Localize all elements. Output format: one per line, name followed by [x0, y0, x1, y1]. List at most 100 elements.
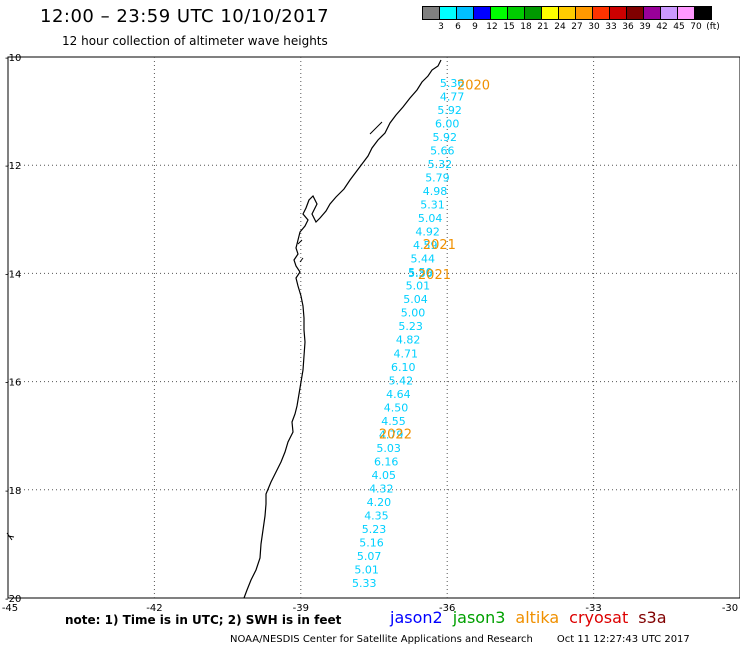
wave-height-labels: 5.364.775.926.005.925.665.325.794.985.31…: [352, 77, 464, 590]
color-swatch: [660, 6, 678, 20]
color-scale-label: 12: [486, 22, 498, 32]
wave-height-value: 4.35: [364, 510, 389, 523]
wave-height-value: 5.33: [352, 577, 377, 590]
wave-height-value: 5.03: [376, 442, 401, 455]
color-swatch: [575, 6, 593, 20]
wave-height-value: 5.42: [389, 374, 414, 387]
color-scale-label: 6: [455, 22, 461, 32]
color-swatch: [507, 6, 525, 20]
wave-height-value: 5.44: [411, 253, 436, 266]
color-scale-label: 15: [503, 22, 515, 32]
color-scale-label: 36: [622, 22, 634, 32]
wave-height-value: 6.10: [391, 361, 416, 374]
color-swatch: [422, 6, 440, 20]
satellite-legend: jason2 jason3 altika cryosat s3a: [390, 608, 677, 627]
pass-number: 2021: [418, 268, 451, 283]
color-scale-label: 27: [571, 22, 583, 32]
wave-height-value: 4.50: [384, 401, 409, 414]
legend-item-s3a: s3a: [638, 608, 667, 627]
color-swatch: [592, 6, 610, 20]
coastline-islands: [6, 121, 383, 541]
color-scale: [422, 6, 712, 20]
color-swatch: [524, 6, 542, 20]
y-tick-label: -14: [5, 269, 21, 280]
wave-height-value: 5.04: [418, 212, 443, 225]
y-tick-label: -20: [5, 594, 21, 605]
wave-height-value: 4.98: [423, 185, 448, 198]
x-tick-label: -45: [2, 603, 18, 614]
wave-height-value: 5.23: [398, 320, 423, 333]
color-swatch: [609, 6, 627, 20]
color-swatch: [456, 6, 474, 20]
color-swatch: [626, 6, 644, 20]
x-tick-label: -30: [722, 603, 738, 614]
color-scale-label: 33: [605, 22, 617, 32]
wave-height-value: 6.16: [374, 455, 399, 468]
wave-height-value: 4.59: [413, 239, 438, 252]
color-swatch: [643, 6, 661, 20]
wave-height-value: 4.79: [379, 428, 404, 441]
credit-text: NOAA/NESDIS Center for Satellite Applica…: [230, 634, 533, 645]
x-tick-label: -36: [439, 603, 455, 614]
y-tick-label: -16: [5, 378, 21, 389]
color-scale-label: 42: [656, 22, 668, 32]
wave-height-value: 6.00: [435, 117, 460, 130]
axis-tick-labels: -45 -42 -39 -36 -33 -30 -10 -12 -14 -16 -18 -20: [2, 53, 738, 614]
page-subtitle: 12 hour collection of altimeter wave hei…: [62, 34, 328, 48]
wave-height-value: 4.92: [415, 226, 440, 239]
wave-height-value: 4.32: [369, 483, 394, 496]
wave-height-value: 5.92: [437, 104, 462, 117]
color-swatch: [558, 6, 576, 20]
wave-height-value: 5.50: [408, 266, 433, 279]
wave-height-value: 5.36: [408, 267, 433, 280]
pass-number: 2022: [379, 427, 412, 442]
wave-height-value: 5.01: [406, 280, 431, 293]
timestamp: Oct 11 12:27:43 UTC 2017: [556, 634, 690, 645]
wave-height-value: 4.05: [372, 469, 397, 482]
x-tick-label: -39: [293, 603, 309, 614]
color-scale-label: (ft): [706, 22, 720, 32]
page-title: 12:00 – 23:59 UTC 10/10/2017: [40, 6, 330, 27]
color-swatch: [677, 6, 695, 20]
color-scale-label: 21: [537, 22, 549, 32]
credit-line: NOAA/NESDIS Center for Satellite Applica…: [230, 634, 690, 645]
color-swatch: [541, 6, 559, 20]
wave-height-value: 4.71: [393, 347, 418, 360]
map-frame: [7, 56, 740, 599]
wave-height-value: 4.77: [440, 90, 465, 103]
wave-height-value: 4.82: [396, 334, 421, 347]
wave-height-value: 5.16: [359, 537, 384, 550]
wave-height-value: 5.66: [430, 144, 455, 157]
color-scale-label: 70: [690, 22, 702, 32]
y-tick-label: -18: [5, 486, 21, 497]
wave-height-value: 4.55: [381, 415, 406, 428]
legend-item-jason2: jason2: [390, 608, 443, 627]
color-scale-label: 45: [673, 22, 685, 32]
wave-height-value: 4.64: [386, 388, 411, 401]
legend-item-jason3: jason3: [452, 608, 506, 627]
wave-height-value: 5.01: [354, 564, 379, 577]
y-tick-label: -12: [5, 161, 21, 172]
y-tick-label: -10: [5, 53, 21, 64]
note-text: note: 1) Time is in UTC; 2) SWH is in fe…: [65, 613, 342, 627]
wave-height-value: 5.32: [428, 158, 453, 171]
coastline: [243, 59, 442, 599]
wave-height-value: 5.23: [362, 523, 387, 536]
x-tick-label: -42: [146, 603, 162, 614]
wave-height-value: 5.31: [420, 198, 445, 211]
x-tick-label: -33: [585, 603, 601, 614]
legend-item-cryosat: cryosat: [569, 608, 629, 627]
color-swatch: [694, 6, 712, 20]
wave-height-value: 5.92: [433, 131, 458, 144]
color-swatch: [473, 6, 491, 20]
color-scale-label: 3: [438, 22, 444, 32]
wave-height-value: 5.07: [357, 550, 382, 563]
pass-number: 2021: [423, 238, 456, 253]
color-scale-label: 9: [472, 22, 478, 32]
color-scale-label: 24: [554, 22, 566, 32]
wave-height-value: 5.36: [440, 77, 465, 90]
wave-height-value: 4.20: [367, 496, 392, 509]
color-scale-label: 18: [520, 22, 532, 32]
wave-height-value: 5.00: [401, 307, 426, 320]
